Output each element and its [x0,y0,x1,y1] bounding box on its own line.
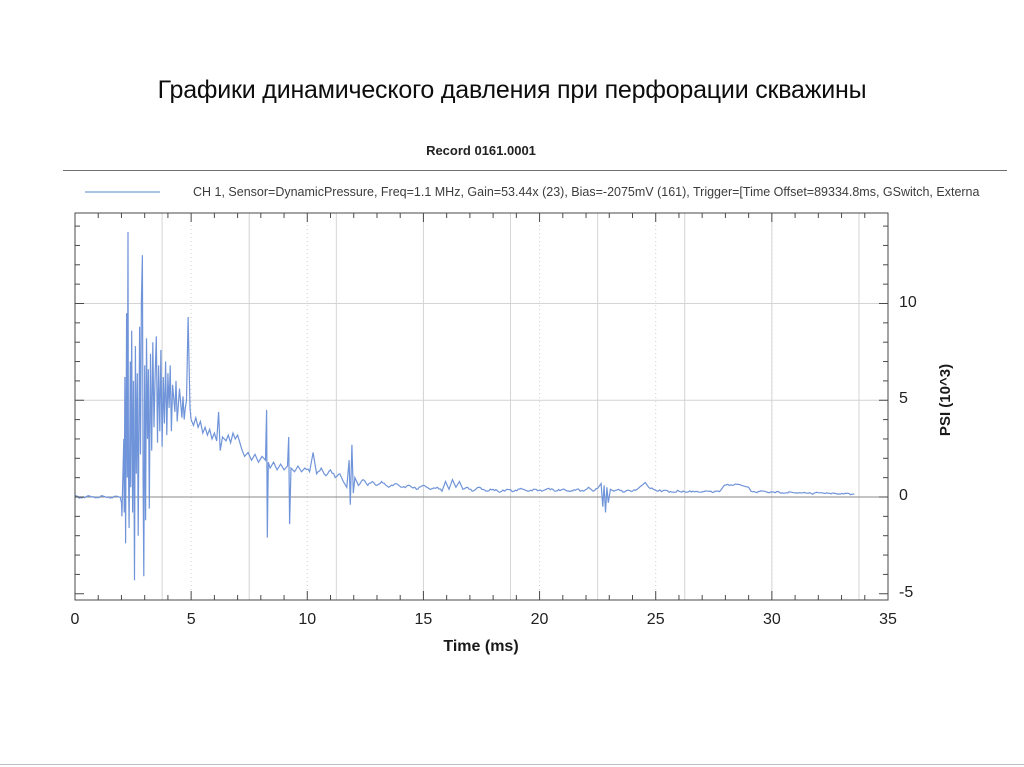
x-tick-label: 10 [298,611,317,628]
slide-title: Графики динамического давления при перфо… [157,76,867,104]
chart-legend: CH 1, Sensor=DynamicPressure, Freq=1.1 M… [85,183,1012,201]
plot-frame [74,212,889,601]
x-tick-label: 5 [186,611,196,628]
y-tick-label: 0 [899,487,908,504]
chart-record-title: Record 0161.0001 [426,143,536,158]
y-tick-label: 10 [899,293,917,311]
y-axis-title: PSI (10^3) [937,363,954,437]
y-tick-label: -5 [899,583,914,601]
y-tick-label: 5 [899,390,908,408]
legend-line-swatch-icon [85,191,160,193]
x-tick-label: 15 [414,611,433,628]
legend-entry-label: CH 1, Sensor=DynamicPressure, Freq=1.1 M… [193,185,980,199]
axis-ticks [74,213,889,600]
x-tick-label: 25 [646,611,665,628]
x-axis-title: Time (ms) [443,638,519,655]
x-tick-label: 0 [70,611,80,628]
x-tick-label: 35 [879,611,897,628]
slide-bottom-edge [0,764,1024,765]
chart-top-rule [63,170,1007,171]
pressure-waveform [74,231,855,581]
vertical-solid-gridlines [161,213,860,600]
x-tick-label: 20 [530,611,549,628]
x-tick-label: 30 [762,611,781,628]
horizontal-gridlines [75,303,888,401]
